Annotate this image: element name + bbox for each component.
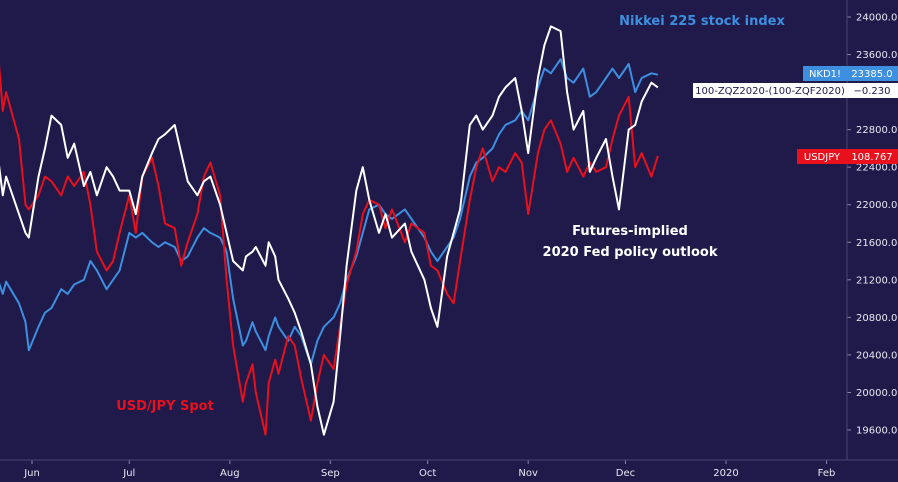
usdjpy-tag-value: 108.767 <box>851 152 892 163</box>
x-tick-label: Jul <box>122 468 135 479</box>
y-tick-label: 22400.0 <box>856 163 897 174</box>
nikkei-tag-name: NKD1! <box>809 69 841 80</box>
y-tick-label: 24000.0 <box>856 13 897 24</box>
nikkei-price-tag: NKD1! 23385.0 <box>803 66 898 81</box>
usdjpy-tag-name: USDJPY <box>804 152 841 163</box>
fed-tag-name: 100-ZQZ2020-(100-ZQF2020) <box>695 86 845 97</box>
fed-tag-value: −0.230 <box>853 86 890 97</box>
x-tick-label: Sep <box>321 468 340 479</box>
usdjpy-price-tag: USDJPY 108.767 <box>797 149 898 164</box>
x-tick-label: Aug <box>220 468 240 479</box>
y-tick-label: 19600.0 <box>856 426 897 437</box>
fed-annotation-line1: Futures-implied <box>572 224 688 239</box>
y-tick-label: 20000.0 <box>856 388 897 399</box>
x-tick-label: Feb <box>818 468 836 479</box>
y-tick-label: 21600.0 <box>856 238 897 249</box>
x-tick-label: Jun <box>23 468 40 479</box>
y-tick-label: 22800.0 <box>856 125 897 136</box>
nikkei-tag-value: 23385.0 <box>851 69 892 80</box>
y-tick-label: 20400.0 <box>856 350 897 361</box>
y-tick-label: 23600.0 <box>856 50 897 61</box>
y-tick-label: 22000.0 <box>856 200 897 211</box>
fed-price-tag: 100-ZQZ2020-(100-ZQF2020) −0.230 <box>693 83 898 98</box>
nikkei-annotation: Nikkei 225 stock index <box>619 14 785 29</box>
y-axis-ticks: 24000.023600.023200.022800.022400.022000… <box>847 13 897 437</box>
usdjpy-line <box>0 64 659 436</box>
usdjpy-annotation: USD/JPY Spot <box>116 399 214 414</box>
x-tick-label: Dec <box>616 468 635 479</box>
y-tick-label: 20800.0 <box>856 313 897 324</box>
x-tick-label: Oct <box>419 468 436 479</box>
fed-annotation-line2: 2020 Fed policy outlook <box>543 245 718 260</box>
nikkei-line <box>0 58 659 366</box>
fed-outlook-line <box>0 25 659 436</box>
x-tick-label: Nov <box>518 468 538 479</box>
y-tick-label: 21200.0 <box>856 275 897 286</box>
series-layer <box>0 25 659 436</box>
x-tick-label: 2020 <box>713 468 738 479</box>
x-axis-ticks: Jun Jul Aug Sep Oct Nov Dec 2020 Feb <box>23 460 835 479</box>
